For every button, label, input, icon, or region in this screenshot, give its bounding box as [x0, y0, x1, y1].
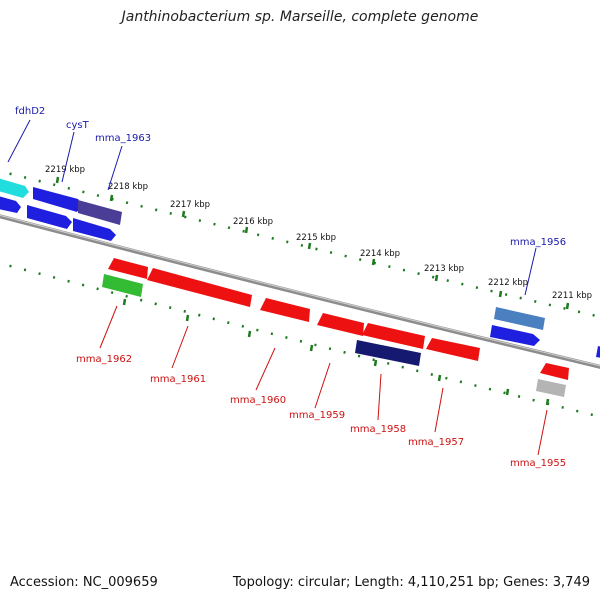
gene-label-mma-1955[interactable]: mma_1955: [510, 458, 566, 469]
gene-labels: fdhD2 cysT mma_1963 mma_1956 mma_1962 mma_196…: [15, 106, 566, 469]
major-tick: [244, 226, 249, 234]
reverse-major-tick: [309, 344, 314, 352]
label-leaders: [7, 119, 548, 456]
gene-label-mma-1960[interactable]: mma_1960: [230, 395, 286, 406]
leader-mma-1956: [524, 247, 537, 296]
leader-mma-1962: [99, 305, 118, 349]
tick-label: 2211 kbp: [552, 291, 592, 301]
leader-fdhD2: [7, 119, 31, 163]
gene-arrow-mma-1961[interactable]: [147, 268, 252, 307]
gene-arrow-mma-1955-red[interactable]: [540, 363, 569, 380]
major-tick: [307, 242, 312, 250]
leader-mma-1958: [377, 373, 382, 421]
major-tick: [434, 274, 439, 282]
major-tick: [55, 176, 60, 184]
gene-arrow-mma-1956[interactable]: [494, 307, 545, 330]
major-tick: [498, 290, 503, 298]
gene-arrow-small-red[interactable]: [108, 258, 148, 279]
map-title: Janthinobacterium sp. Marseille, complet…: [121, 9, 479, 25]
gene-label-mma-1956[interactable]: mma_1956: [510, 237, 566, 248]
gene-arrow-mma-1957[interactable]: [426, 338, 480, 361]
leader-cysT: [61, 131, 75, 183]
gene-arrow-mma-1955[interactable]: [536, 379, 566, 397]
reverse-genes: [102, 258, 569, 397]
leader-mma-1963: [107, 145, 123, 191]
gene-label-fdhD2[interactable]: fdhD2: [15, 106, 45, 117]
tick-label: 2212 kbp: [488, 278, 528, 288]
leader-mma-1961: [171, 325, 189, 369]
tick-label: 2218 kbp: [108, 182, 148, 192]
leader-mma-1957: [434, 387, 444, 433]
gene-label-mma-1962[interactable]: mma_1962: [76, 354, 132, 365]
leader-mma-1959: [314, 362, 331, 409]
gene-arrow-fdhD2[interactable]: [0, 178, 29, 198]
genome-backbone-highlight: [0, 214, 600, 367]
gene-arrow-mma-1962[interactable]: [102, 274, 143, 297]
genome-backbone: [0, 214, 600, 369]
accession-text: Accession: NC_009659: [10, 575, 158, 590]
gene-label-cysT[interactable]: cysT: [66, 120, 90, 131]
forward-genes: [0, 178, 600, 358]
gene-arrow-left-edge[interactable]: [0, 196, 21, 213]
gene-arrow-mma-1963[interactable]: [78, 200, 122, 225]
tick-label: 2217 kbp: [170, 200, 210, 210]
gene-arrow-cysT[interactable]: [33, 187, 82, 212]
gene-label-mma-1959[interactable]: mma_1959: [289, 410, 345, 421]
reverse-major-tick: [545, 398, 550, 406]
reverse-major-tick: [505, 388, 510, 396]
reverse-major-tick: [247, 330, 252, 338]
tick-label: 2214 kbp: [360, 249, 400, 259]
gene-label-mma-1957[interactable]: mma_1957: [408, 437, 464, 448]
reverse-major-tick: [437, 374, 442, 382]
gene-arrow-lower-1[interactable]: [27, 205, 72, 229]
gene-arrow-1956-lower[interactable]: [490, 325, 540, 346]
major-tick: [109, 194, 114, 202]
genome-summary: Topology: circular; Length: 4,110,251 bp…: [232, 575, 590, 590]
reverse-tick-track: [0, 262, 600, 419]
gene-arrow-right-edge[interactable]: [596, 346, 600, 358]
tick-label: 2213 kbp: [424, 264, 464, 274]
major-tick: [181, 210, 186, 218]
major-ticks: [55, 176, 570, 406]
gene-arrow-mma-1960[interactable]: [260, 298, 310, 322]
gene-arrow-mma-1957-long[interactable]: [362, 323, 425, 349]
gene-label-mma-1958[interactable]: mma_1958: [350, 424, 406, 435]
reverse-major-tick: [373, 359, 378, 367]
major-tick: [565, 302, 570, 310]
leader-mma-1955: [537, 409, 548, 456]
gene-label-mma-1963[interactable]: mma_1963: [95, 133, 151, 144]
tick-label: 2215 kbp: [296, 233, 336, 243]
leader-mma-1960: [255, 347, 276, 391]
gene-label-mma-1961[interactable]: mma_1961: [150, 374, 206, 385]
gene-arrow-lower-2[interactable]: [73, 218, 116, 241]
reverse-major-tick: [185, 314, 190, 322]
gene-arrow-mma-1958[interactable]: [355, 340, 421, 366]
tick-label: 2216 kbp: [233, 217, 273, 227]
major-tick: [371, 258, 376, 266]
reverse-major-tick: [122, 298, 127, 306]
gene-arrow-mma-1959[interactable]: [317, 313, 364, 336]
